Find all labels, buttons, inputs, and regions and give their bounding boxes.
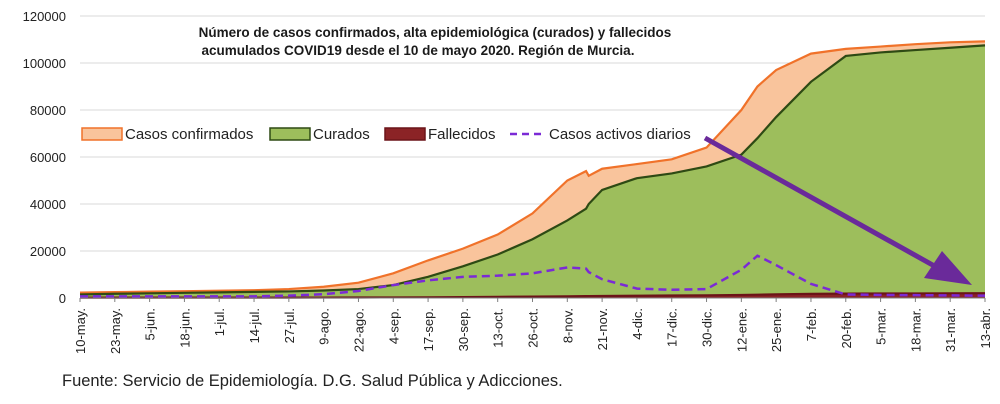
legend-label: Curados bbox=[313, 126, 370, 143]
x-tick-label: 30-sep. bbox=[456, 308, 471, 351]
chart-title-line-1: Número de casos confirmados, alta epidem… bbox=[199, 25, 672, 40]
annotation-arrow bbox=[703, 135, 972, 285]
legend-item: Curados bbox=[269, 126, 370, 143]
line-casos-confirmados bbox=[79, 40, 986, 294]
legend-item: Fallecidos bbox=[384, 126, 496, 143]
x-tick-label: 27-jul. bbox=[282, 308, 297, 343]
x-tick-label: 7-feb. bbox=[804, 308, 819, 341]
legend-label: Casos confirmados bbox=[125, 126, 253, 143]
x-tick-label: 4-dic. bbox=[630, 308, 645, 340]
x-tick-label: 12-ene. bbox=[734, 308, 749, 352]
legend-item: Casos activos diarios bbox=[510, 126, 691, 143]
line-casos-activos-diarios bbox=[80, 254, 986, 298]
x-tick-label: 8-nov. bbox=[560, 308, 575, 343]
x-tick-label: 5-mar. bbox=[874, 308, 889, 345]
x-tick-label: 31-mar. bbox=[943, 308, 958, 352]
x-tick-label: 18-jun. bbox=[177, 308, 192, 348]
x-tick-label: 23-may. bbox=[108, 308, 123, 354]
x-tick-label: 25-ene. bbox=[769, 308, 784, 352]
series-areas bbox=[80, 41, 985, 298]
x-tick-label: 5-jun. bbox=[143, 308, 158, 341]
legend-swatch bbox=[384, 127, 426, 141]
x-tick-label: 13-oct. bbox=[491, 308, 506, 348]
x-tick-label: 20-feb. bbox=[839, 308, 854, 348]
x-tick-label: 21-nov. bbox=[595, 308, 610, 350]
arrow-head bbox=[924, 251, 972, 285]
x-tick-label: 18-mar. bbox=[908, 308, 923, 352]
y-tick-label: 40000 bbox=[30, 197, 66, 212]
x-tick-label: 30-dic. bbox=[700, 308, 715, 347]
y-tick-label: 20000 bbox=[30, 244, 66, 259]
y-tick-label: 120000 bbox=[23, 9, 66, 24]
x-tick-label: 14-jul. bbox=[247, 308, 262, 343]
x-tick-label: 22-ago. bbox=[351, 308, 366, 352]
y-tick-label: 0 bbox=[59, 291, 66, 306]
legend-swatch bbox=[81, 127, 123, 141]
area-fallecidos bbox=[80, 293, 985, 298]
y-tick-label: 80000 bbox=[30, 103, 66, 118]
x-axis: 10-may. 23-may. 5-jun. 18-jun. 1-jul. 14-jul.… bbox=[73, 298, 993, 354]
y-tick-label: 100000 bbox=[23, 56, 66, 71]
x-tick-label: 26-oct. bbox=[526, 308, 541, 348]
legend-item: Casos confirmados bbox=[81, 126, 253, 143]
x-tick-label: 13-abr. bbox=[978, 308, 993, 348]
area-curados bbox=[80, 45, 985, 298]
source-note: Fuente: Servicio de Epidemiología. D.G. … bbox=[62, 372, 563, 390]
y-axis: 0 20000 40000 60000 80000 100000 120000 bbox=[23, 9, 985, 306]
x-tick-label: 17-dic. bbox=[665, 308, 680, 347]
legend: Casos confirmados Curados Fallecidos Casos … bbox=[81, 126, 691, 143]
line-curados bbox=[79, 44, 986, 296]
legend-swatch bbox=[269, 127, 311, 141]
grid-lines bbox=[80, 15, 985, 299]
chart-title-line-2: acumulados COVID19 desde el 10 de mayo 2… bbox=[202, 43, 635, 58]
x-tick-label: 17-sep. bbox=[421, 308, 436, 351]
chart-title: Número de casos confirmados, alta epidem… bbox=[199, 25, 672, 58]
legend-label: Casos activos diarios bbox=[549, 126, 691, 143]
legend-label: Fallecidos bbox=[428, 126, 496, 143]
y-tick-label: 60000 bbox=[30, 150, 66, 165]
x-tick-label: 1-jul. bbox=[212, 308, 227, 336]
arrow-shaft bbox=[703, 135, 940, 271]
x-tick-label: 9-ago. bbox=[317, 308, 332, 345]
x-tick-label: 10-may. bbox=[73, 308, 88, 354]
x-tick-label: 4-sep. bbox=[386, 308, 401, 344]
